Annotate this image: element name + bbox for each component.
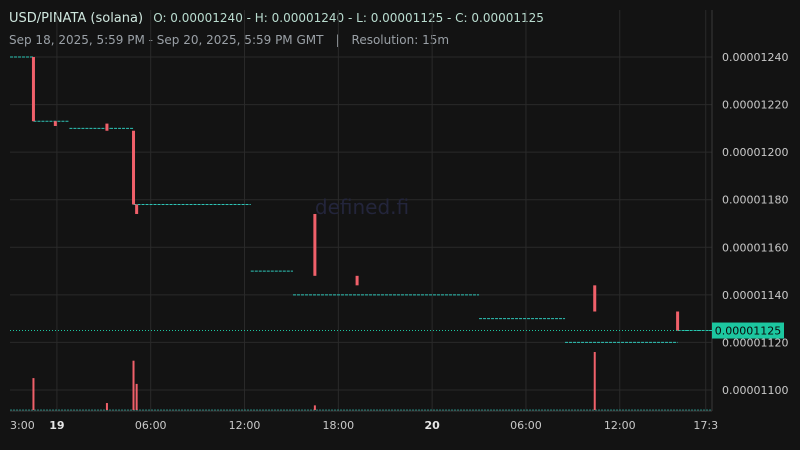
y-tick-label: 0.00001240 [722,51,788,64]
y-axis: 0.00001240 0.00001220 0.00001200 0.00001180… [722,51,788,397]
chart-header: USD/PINATA (solana) O: 0.00001240 - H: 0… [9,11,544,26]
watermark: defined.fi [315,195,409,219]
x-tick-label: 19 [49,419,64,432]
y-tick-label: 0.00001180 [722,194,788,207]
last-price-label: 0.00001125 [715,325,781,338]
candle [132,130,136,205]
x-tick-label: 3:00 [10,419,35,432]
resolution-label: Resolution: 15m [351,33,450,47]
y-tick-label: 0.00001200 [722,146,788,159]
candle [105,123,109,131]
candle [313,213,317,276]
volume-bar [313,405,316,410]
volume-bar [105,403,108,410]
x-tick-label: 06:00 [510,419,542,432]
x-tick-label: 20 [424,419,440,432]
candle [135,204,139,214]
x-tick-label: 17:3 [693,419,718,432]
candle [593,285,597,312]
x-tick-label: 12:00 [604,419,636,432]
volume-bars [10,352,712,411]
candle [53,121,57,126]
y-tick-label: 0.00001120 [722,336,788,349]
volume-bar [132,360,135,410]
last-price-box [712,322,784,339]
pair-title: USD/PINATA (solana) [9,11,144,26]
last-price-marker: 0.00001125 [10,322,784,339]
x-tick-label: 12:00 [229,419,261,432]
candle [31,57,35,122]
x-tick-label: 18:00 [322,419,354,432]
candles [31,57,680,331]
y-tick-label: 0.00001140 [722,289,788,302]
candle [676,311,680,331]
volume-bar [593,352,596,410]
ohlc-readout: O: 0.00001240 - H: 0.00001240 - L: 0.000… [153,11,544,25]
x-tick-label: 06:00 [135,419,167,432]
volume-bar [32,378,35,410]
x-axis: 3:00 19 06:00 12:00 18:00 20 06:00 12:00 17:3 [10,419,718,432]
y-tick-label: 0.00001160 [722,241,788,254]
y-tick-label: 0.00001100 [722,384,788,397]
separator: | [335,33,340,47]
y-tick-label: 0.00001220 [722,99,788,112]
volume-bar [135,383,138,410]
candle [355,275,359,286]
